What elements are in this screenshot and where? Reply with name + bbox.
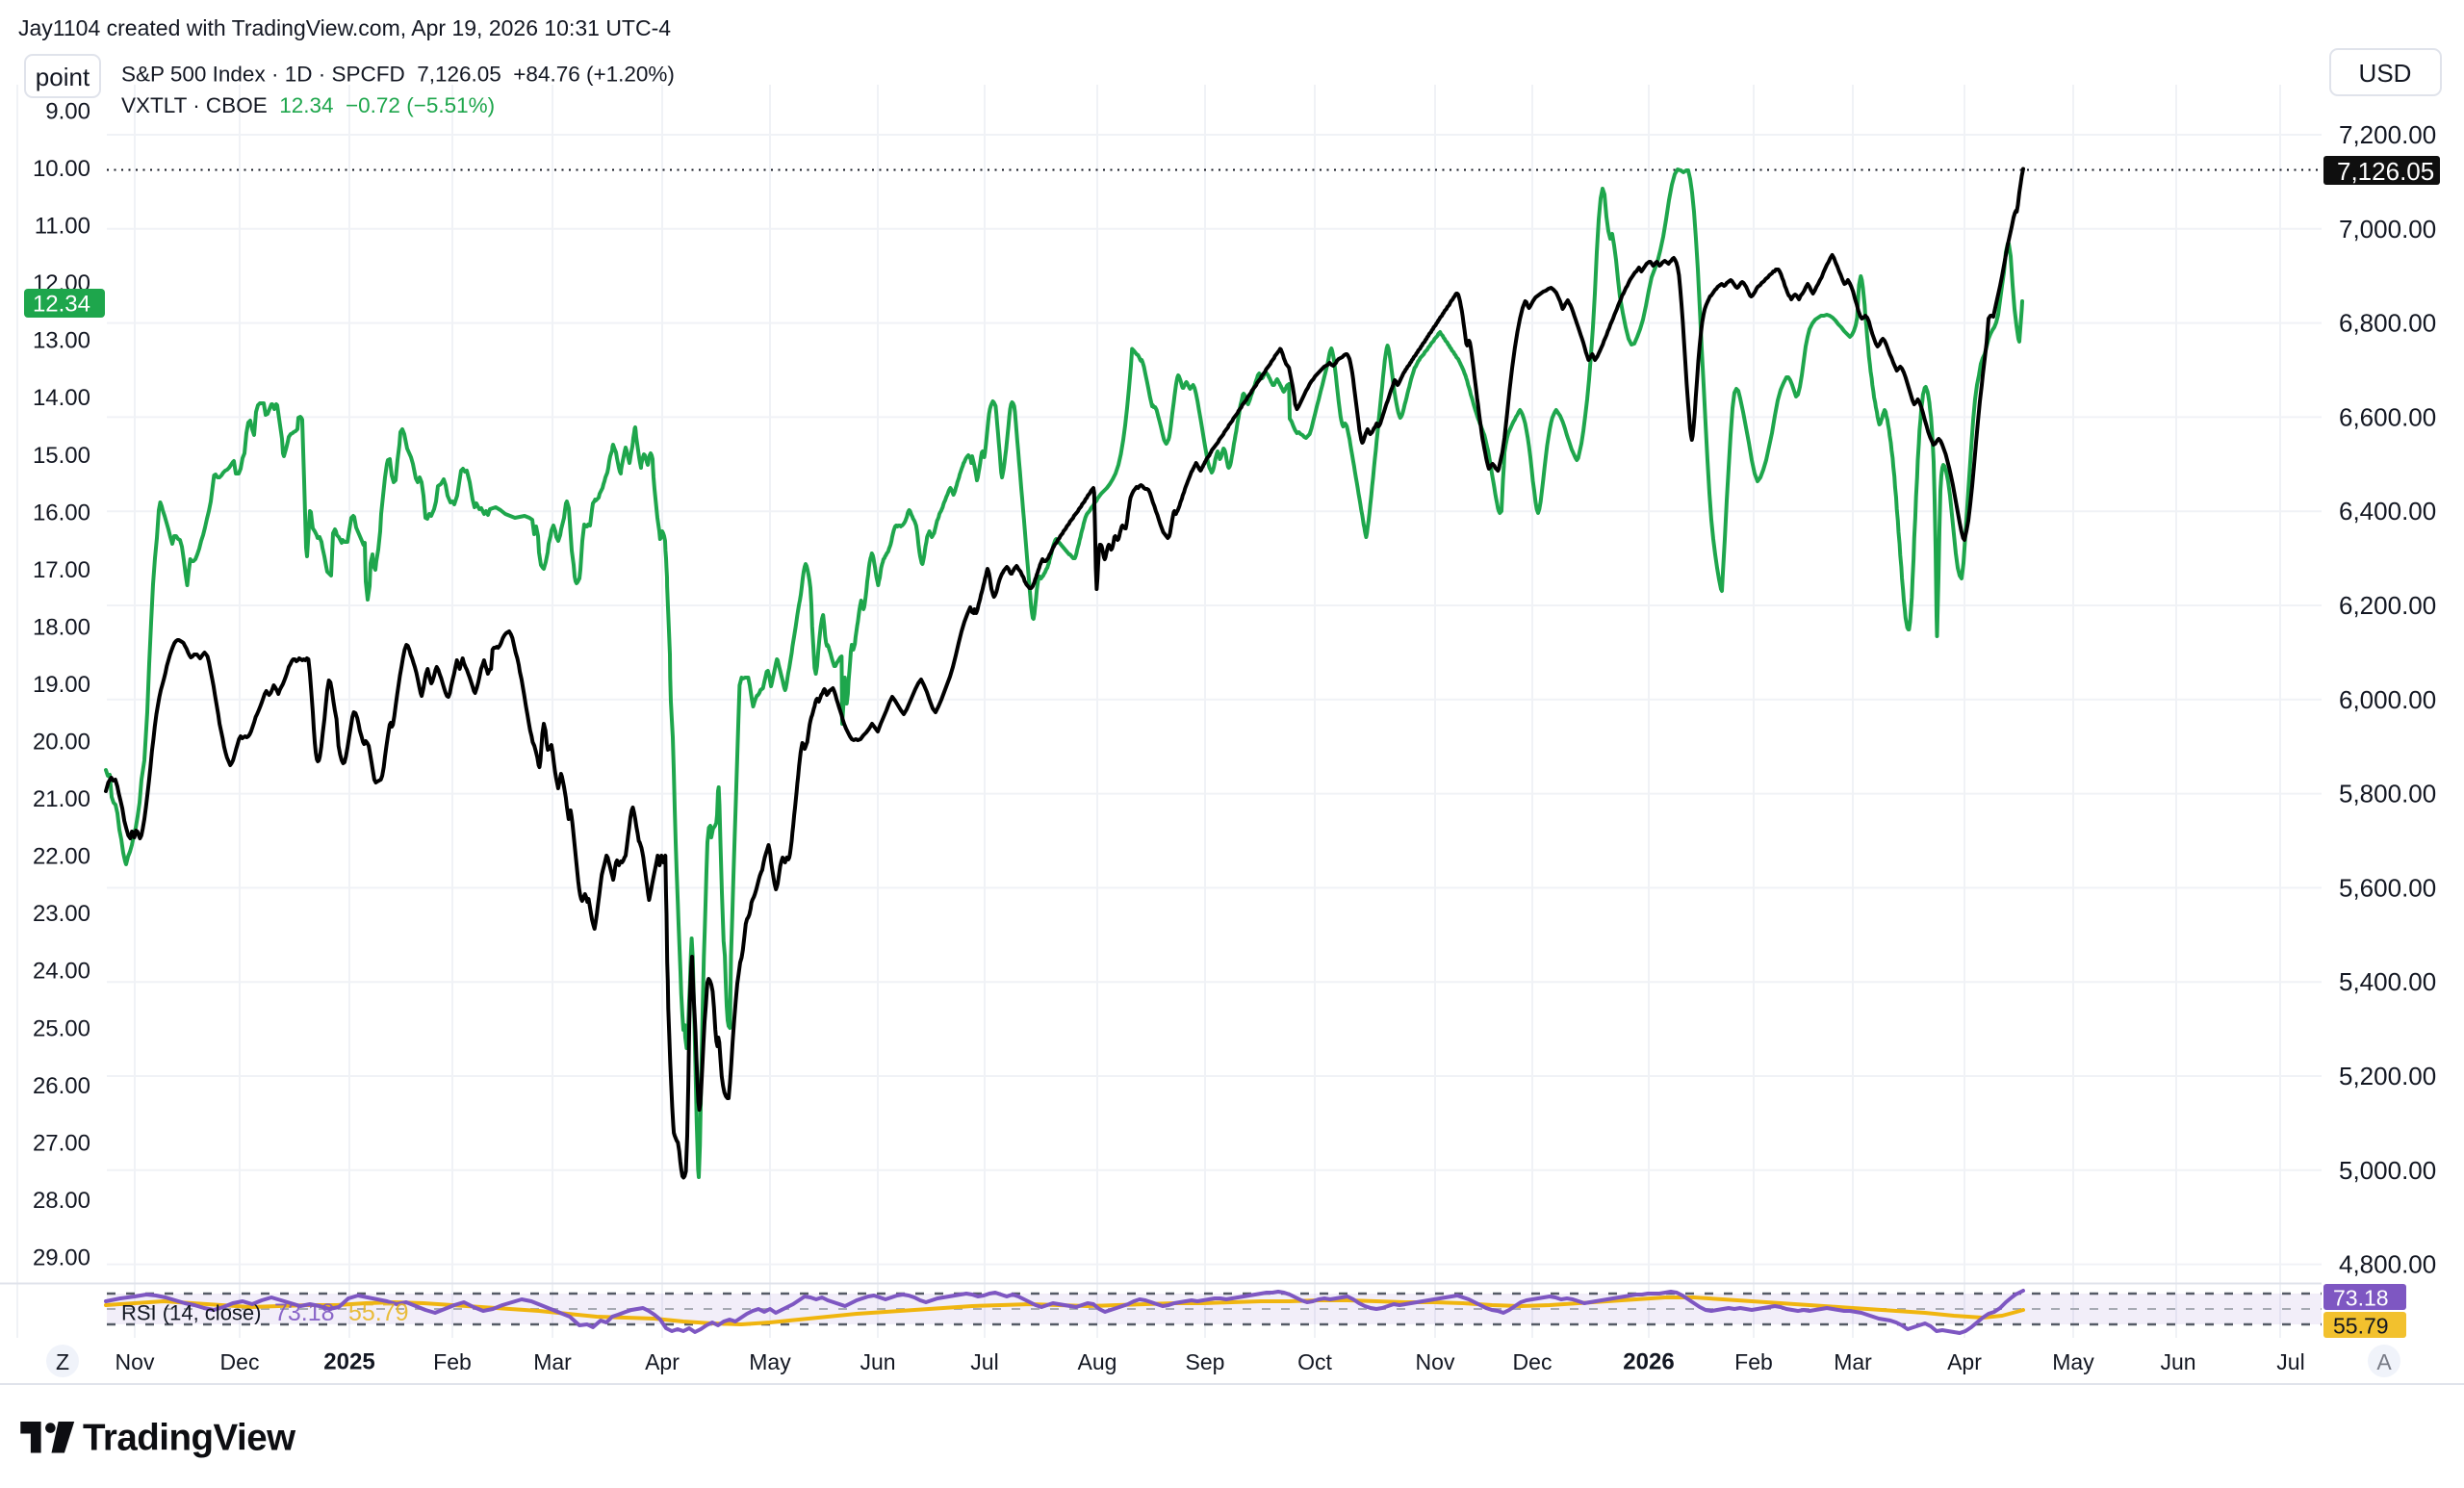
svg-text:Jul: Jul (2276, 1349, 2304, 1374)
svg-text:Jun: Jun (2160, 1349, 2195, 1374)
svg-text:Mar: Mar (1834, 1349, 1872, 1374)
svg-text:14.00: 14.00 (33, 385, 90, 411)
svg-text:Dec: Dec (220, 1349, 260, 1374)
svg-text:2026: 2026 (1623, 1349, 1674, 1375)
svg-text:18.00: 18.00 (33, 614, 90, 640)
svg-text:Oct: Oct (1297, 1349, 1332, 1374)
svg-text:point: point (36, 63, 90, 91)
svg-text:A: A (2376, 1349, 2392, 1374)
svg-text:6,000.00: 6,000.00 (2339, 685, 2436, 714)
svg-text:7,126.05: 7,126.05 (2337, 157, 2434, 186)
svg-text:73.18: 73.18 (2333, 1286, 2389, 1311)
svg-text:20.00: 20.00 (33, 730, 90, 756)
svg-text:24.00: 24.00 (33, 959, 90, 985)
svg-text:5,600.00: 5,600.00 (2339, 873, 2436, 902)
svg-text:16.00: 16.00 (33, 500, 90, 526)
svg-text:Z: Z (56, 1349, 69, 1374)
svg-text:S&P 500 Index · 1D · SPCFD 7,: S&P 500 Index · 1D · SPCFD 7,126.05 +84.… (121, 63, 675, 87)
svg-text:73.18: 73.18 (274, 1299, 335, 1326)
svg-text:Apr: Apr (645, 1349, 680, 1374)
svg-text:21.00: 21.00 (33, 786, 90, 812)
svg-text:7,200.00: 7,200.00 (2339, 120, 2436, 149)
svg-text:Feb: Feb (433, 1349, 472, 1374)
svg-text:4,800.00: 4,800.00 (2339, 1250, 2436, 1279)
svg-text:5,000.00: 5,000.00 (2339, 1156, 2436, 1185)
svg-text:55.79: 55.79 (2333, 1314, 2389, 1339)
svg-text:13.00: 13.00 (33, 328, 90, 354)
svg-text:17.00: 17.00 (33, 557, 90, 583)
svg-text:25.00: 25.00 (33, 1015, 90, 1041)
svg-text:Feb: Feb (1734, 1349, 1773, 1374)
svg-text:7,000.00: 7,000.00 (2339, 215, 2436, 244)
svg-text:27.00: 27.00 (33, 1130, 90, 1156)
svg-text:RSI (14, close): RSI (14, close) (121, 1301, 262, 1325)
svg-text:Jun: Jun (860, 1349, 895, 1374)
svg-text:Nov: Nov (1416, 1349, 1455, 1374)
svg-text:5,400.00: 5,400.00 (2339, 967, 2436, 996)
svg-text:May: May (749, 1349, 791, 1374)
svg-text:Jul: Jul (970, 1349, 998, 1374)
svg-text:15.00: 15.00 (33, 443, 90, 469)
svg-text:May: May (2052, 1349, 2094, 1374)
svg-text:23.00: 23.00 (33, 901, 90, 927)
svg-text:6,200.00: 6,200.00 (2339, 591, 2436, 620)
svg-text:29.00: 29.00 (33, 1245, 90, 1271)
svg-text:9.00: 9.00 (45, 99, 90, 125)
svg-text:22.00: 22.00 (33, 844, 90, 870)
svg-text:Sep: Sep (1186, 1349, 1225, 1374)
svg-text:12.34: 12.34 (33, 292, 90, 318)
svg-text:55.79: 55.79 (348, 1299, 409, 1326)
svg-text:Dec: Dec (1513, 1349, 1553, 1374)
svg-text:Jay1104 created with TradingVi: Jay1104 created with TradingView.com, Ap… (18, 15, 671, 40)
svg-text:Apr: Apr (1947, 1349, 1982, 1374)
svg-text:VXTLT · CBOE 12.34 −0.72 (−5: VXTLT · CBOE 12.34 −0.72 (−5.51%) (121, 93, 495, 117)
svg-text:6,800.00: 6,800.00 (2339, 309, 2436, 338)
svg-text:28.00: 28.00 (33, 1188, 90, 1214)
svg-text:TradingView: TradingView (83, 1418, 296, 1459)
svg-text:6,400.00: 6,400.00 (2339, 497, 2436, 526)
svg-text:Nov: Nov (116, 1349, 155, 1374)
svg-text:USD: USD (2359, 59, 2412, 88)
svg-text:5,800.00: 5,800.00 (2339, 780, 2436, 808)
svg-text:10.00: 10.00 (33, 156, 90, 182)
svg-text:6,600.00: 6,600.00 (2339, 402, 2436, 431)
svg-text:19.00: 19.00 (33, 672, 90, 698)
svg-text:Aug: Aug (1078, 1349, 1117, 1374)
svg-text:11.00: 11.00 (35, 214, 90, 240)
svg-text:26.00: 26.00 (33, 1073, 90, 1099)
svg-text:Mar: Mar (533, 1349, 572, 1374)
svg-text:5,200.00: 5,200.00 (2339, 1062, 2436, 1090)
svg-text:2025: 2025 (323, 1349, 374, 1375)
